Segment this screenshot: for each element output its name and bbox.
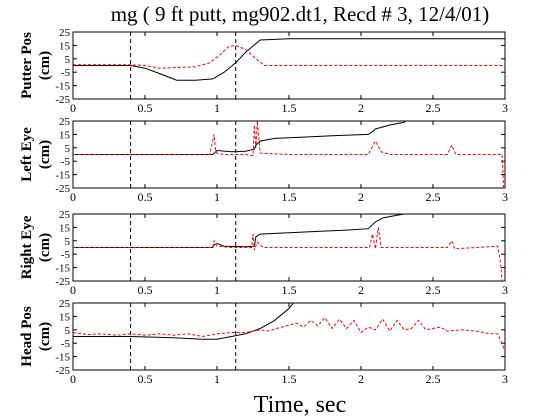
chart-title: mg ( 9 ft putt, mg902.dt1, Recd # 3, 12/… [110, 2, 490, 26]
y-tick-label: -5 [61, 156, 71, 168]
x-tick-label: 0 [70, 283, 76, 297]
series-line-dashed [73, 44, 505, 69]
y-tick-label: -15 [55, 352, 70, 364]
y-tick-label: -5 [61, 67, 71, 79]
y-axis-unit-label: (cm) [37, 233, 53, 262]
x-tick-label: 1.5 [282, 190, 297, 204]
y-tick-label: -15 [55, 263, 70, 275]
x-tick-label: 0.5 [138, 190, 153, 204]
x-tick-label: 0.5 [138, 283, 153, 297]
y-tick-label: 5 [65, 143, 71, 155]
y-axis-label: Putter Pos [19, 32, 35, 99]
x-tick-label: 1.5 [282, 283, 297, 297]
y-tick-label: 15 [59, 129, 71, 141]
x-tick-label: 1.5 [282, 101, 297, 115]
x-tick-label: 2.5 [426, 283, 441, 297]
y-tick-label: -15 [55, 81, 70, 93]
y-tick-label: 15 [59, 222, 71, 234]
plot-frame [72, 120, 506, 189]
y-tick-label: 5 [65, 325, 71, 337]
series-line-dashed [73, 227, 503, 281]
y-axis-label: Head Pos [19, 306, 35, 367]
y-tick-label: 25 [59, 298, 71, 310]
y-tick-label: 5 [65, 236, 71, 248]
x-tick-label: 3 [502, 372, 508, 386]
series-line-dashed [73, 121, 505, 188]
x-tick-label: 3 [502, 283, 508, 297]
y-axis-label: Right Eye [19, 215, 35, 279]
x-tick-label: 3 [502, 101, 508, 115]
y-tick-label: -25 [55, 365, 70, 377]
x-tick-label: 2.5 [426, 190, 441, 204]
x-tick-label: 1.5 [282, 372, 297, 386]
x-tick-label: 2.5 [426, 101, 441, 115]
series-line-solid [73, 303, 294, 340]
x-tick-label: 0.5 [138, 101, 153, 115]
x-tick-label: 1 [214, 190, 220, 204]
x-tick-label: 0 [70, 190, 76, 204]
y-tick-label: -25 [55, 276, 70, 288]
x-tick-label: 1 [214, 372, 220, 386]
y-tick-label: 15 [59, 40, 71, 52]
x-tick-label: 0 [70, 101, 76, 115]
y-tick-label: 25 [59, 27, 71, 39]
y-tick-label: -25 [55, 183, 70, 195]
y-tick-label: -25 [55, 94, 70, 106]
series-line-dashed [73, 316, 505, 352]
y-tick-label: 15 [59, 311, 71, 323]
y-axis-unit-label: (cm) [37, 140, 53, 169]
y-axis-unit-label: (cm) [37, 322, 53, 351]
x-tick-label: 2 [358, 372, 364, 386]
x-tick-label: 1 [214, 283, 220, 297]
series-line-solid [73, 38, 505, 81]
y-axis-unit-label: (cm) [37, 51, 53, 80]
y-tick-label: -15 [55, 170, 70, 182]
x-tick-label: 0 [70, 372, 76, 386]
y-tick-label: -5 [61, 249, 71, 261]
y-tick-label: 5 [65, 54, 71, 66]
series-line-solid [73, 121, 406, 155]
x-tick-label: 1 [214, 101, 220, 115]
y-tick-label: -5 [61, 338, 71, 350]
y-axis-label: Left Eye [19, 127, 35, 182]
x-tick-label: 0.5 [138, 372, 153, 386]
x-tick-label: 3 [502, 190, 508, 204]
x-tick-label: 2 [358, 101, 364, 115]
x-tick-label: 2 [358, 283, 364, 297]
x-axis-label: Time, sec [253, 392, 347, 418]
y-tick-label: 25 [59, 209, 71, 221]
x-tick-label: 2 [358, 190, 364, 204]
y-tick-label: 25 [59, 116, 71, 128]
x-tick-label: 2.5 [426, 372, 441, 386]
